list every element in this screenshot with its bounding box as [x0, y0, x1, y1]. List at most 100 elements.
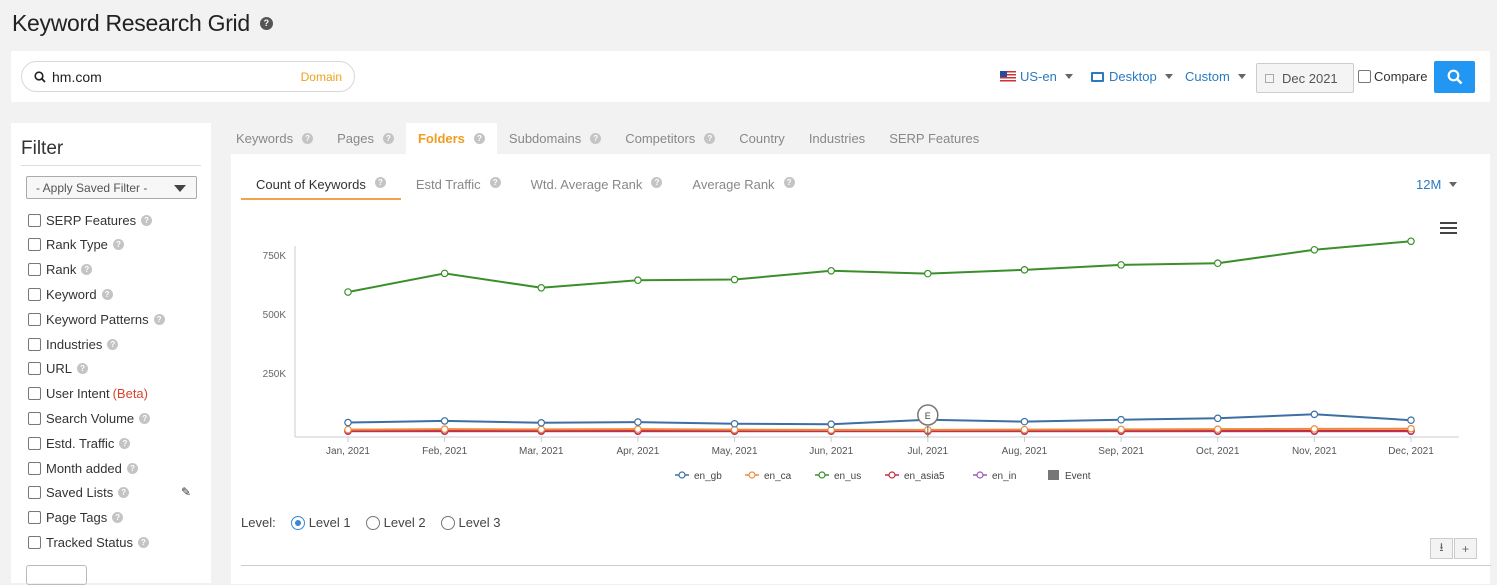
help-icon[interactable]: ?: [590, 133, 602, 144]
help-icon[interactable]: ?: [153, 313, 165, 325]
tab-country[interactable]: Country: [727, 123, 797, 154]
tab-subdomains[interactable]: Subdomains?: [497, 123, 613, 154]
filter-item[interactable]: Keyword?: [28, 286, 113, 302]
filter-checkbox[interactable]: [28, 461, 41, 475]
saved-filter-value: - Apply Saved Filter -: [36, 180, 148, 195]
help-icon[interactable]: ?: [489, 177, 501, 188]
tab-competitors[interactable]: Competitors?: [613, 123, 727, 154]
filter-checkbox[interactable]: [28, 411, 41, 425]
help-icon[interactable]: ?: [783, 177, 795, 188]
help-icon[interactable]: ?: [259, 16, 273, 30]
filter-checkbox[interactable]: [28, 436, 41, 450]
date-picker[interactable]: Dec 2021: [1256, 63, 1354, 93]
help-icon[interactable]: ?: [382, 133, 394, 144]
help-icon[interactable]: ?: [101, 288, 113, 300]
filter-checkbox[interactable]: [28, 263, 41, 277]
filter-item[interactable]: Tracked Status?: [28, 534, 149, 550]
chevron-down-icon: [174, 185, 186, 192]
filter-checkbox[interactable]: [28, 213, 41, 227]
help-icon[interactable]: ?: [81, 264, 93, 276]
help-icon[interactable]: ?: [473, 133, 485, 144]
help-icon[interactable]: ?: [112, 239, 124, 251]
data-point: [1407, 237, 1415, 246]
data-point: [537, 283, 546, 292]
help-icon[interactable]: ?: [651, 177, 663, 188]
help-icon[interactable]: ?: [704, 133, 716, 144]
period-select[interactable]: 12M: [1416, 177, 1458, 192]
tab-keywords[interactable]: Keywords?: [224, 123, 325, 154]
help-icon[interactable]: ?: [112, 512, 124, 524]
filter-item[interactable]: URL?: [28, 361, 89, 377]
filter-item[interactable]: Month added?: [28, 460, 138, 476]
filter-item[interactable]: Page Tags?: [28, 510, 124, 526]
search-input[interactable]: hm.com Domain: [21, 61, 355, 92]
add-icon[interactable]: +: [1454, 538, 1477, 559]
data-point: [440, 417, 449, 425]
menu-icon[interactable]: [1440, 222, 1457, 237]
locale-value: US-en: [1020, 69, 1057, 84]
compare-checkbox[interactable]: [1358, 70, 1371, 83]
filter-item[interactable]: Rank?: [28, 262, 93, 278]
data-point: [1310, 410, 1319, 419]
help-icon[interactable]: ?: [107, 338, 119, 350]
help-icon[interactable]: ?: [118, 487, 130, 499]
level-radio[interactable]: [365, 515, 380, 530]
help-icon[interactable]: ?: [302, 133, 314, 144]
data-point: [730, 275, 739, 284]
metric-tab[interactable]: Estd Traffic?: [401, 170, 516, 200]
help-icon[interactable]: ?: [126, 462, 138, 474]
filter-checkbox[interactable]: [28, 535, 41, 549]
filter-checkbox[interactable]: [28, 287, 41, 301]
search-button[interactable]: [1434, 61, 1475, 93]
filter-item[interactable]: Industries?: [28, 336, 119, 352]
filter-button[interactable]: [26, 565, 87, 585]
level-radio[interactable]: [440, 515, 455, 530]
data-point: [730, 419, 739, 428]
filter-item[interactable]: User Intent (Beta): [28, 386, 148, 402]
filter-item[interactable]: SERP Features?: [28, 212, 153, 228]
metric-tab[interactable]: Count of Keywords?: [241, 170, 401, 200]
filter-checkbox[interactable]: [28, 486, 41, 500]
tab-folders[interactable]: Folders?: [405, 123, 497, 154]
filter-checkbox[interactable]: [28, 387, 41, 401]
filter-item[interactable]: Saved Lists?: [28, 485, 130, 501]
level-radio[interactable]: [290, 515, 305, 530]
help-icon[interactable]: ?: [119, 437, 131, 449]
level-option-label: Level 1: [308, 515, 351, 530]
filter-item[interactable]: Search Volume?: [28, 410, 151, 426]
filter-checkbox[interactable]: [28, 511, 41, 525]
search-icon: [1447, 69, 1462, 85]
saved-filter-select[interactable]: - Apply Saved Filter -: [26, 176, 197, 199]
help-icon[interactable]: ?: [137, 536, 149, 548]
tab-serp-features[interactable]: SERP Features: [877, 123, 991, 154]
help-icon[interactable]: ?: [374, 177, 386, 188]
download-icon[interactable]: ⭳: [1430, 538, 1453, 559]
help-icon[interactable]: ?: [77, 363, 89, 375]
locale-select[interactable]: US-en: [1000, 69, 1073, 84]
filter-checkbox[interactable]: [28, 337, 41, 351]
pencil-icon[interactable]: ✎: [181, 485, 192, 499]
filter-checkbox[interactable]: [28, 312, 41, 326]
filter-checkbox[interactable]: [28, 362, 41, 376]
device-select[interactable]: Desktop: [1091, 69, 1173, 84]
page-header: Keyword Research Grid ?: [12, 8, 273, 38]
range-select[interactable]: Custom: [1185, 69, 1246, 84]
filter-checkbox[interactable]: [28, 238, 41, 252]
tab-pages[interactable]: Pages?: [325, 123, 406, 154]
tab-industries[interactable]: Industries: [797, 123, 877, 154]
help-icon[interactable]: ?: [139, 412, 151, 424]
legend-marker: [976, 471, 984, 479]
compare-toggle[interactable]: Compare: [1358, 69, 1427, 84]
filter-item[interactable]: Rank Type?: [28, 237, 124, 253]
search-scope[interactable]: Domain: [300, 69, 342, 84]
x-tick-label: Feb, 2021: [422, 446, 467, 457]
metric-tab[interactable]: Wtd. Average Rank?: [516, 170, 678, 200]
x-tick-label: Apr, 2021: [617, 446, 660, 457]
filter-item[interactable]: Keyword Patterns?: [28, 311, 165, 327]
help-icon[interactable]: ?: [141, 214, 153, 226]
metric-tab[interactable]: Average Rank?: [677, 170, 809, 200]
filter-item[interactable]: Estd. Traffic?: [28, 435, 131, 451]
data-point: [1213, 259, 1222, 268]
legend-marker: [678, 471, 686, 479]
data-point: [634, 418, 642, 426]
